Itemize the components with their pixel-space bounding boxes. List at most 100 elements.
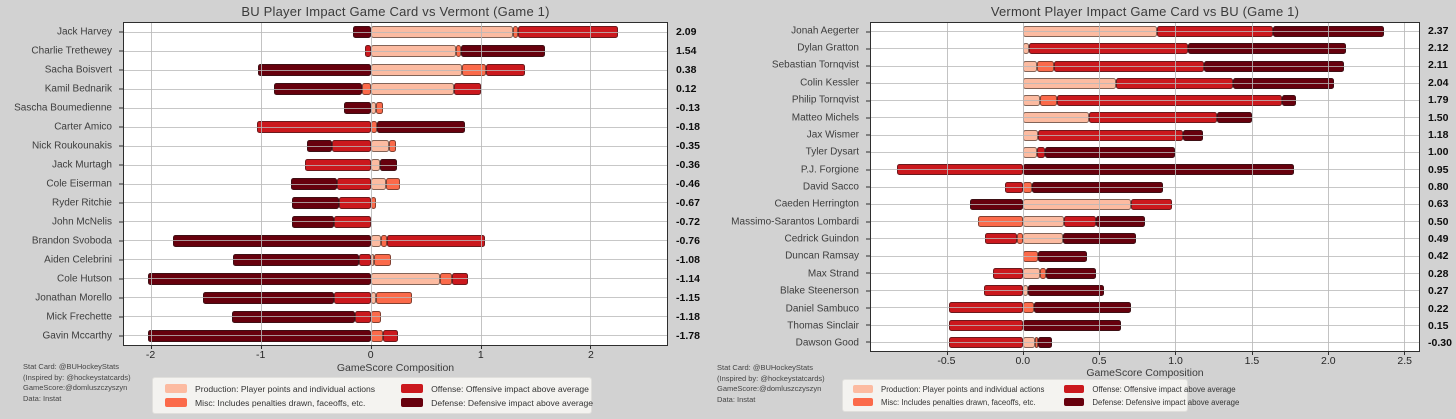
total-axis: 2.09 1.54 0.38 0.12 -0.13 -0.18 -0.35 -0.36 -0.4… (676, 22, 710, 346)
defense-swatch-icon (1064, 398, 1085, 406)
gridline-horizontal (871, 255, 1419, 257)
player-label: Carter Amico (54, 121, 112, 133)
y-tick-mark (866, 151, 870, 153)
gridline-horizontal (871, 100, 1419, 102)
player-label: Philip Tornqvist (791, 94, 859, 106)
total-value-label: -0.18 (676, 120, 700, 133)
legend-label-production: Production: Player points and individual… (195, 383, 376, 394)
gridline-horizontal (871, 169, 1419, 171)
gridline-horizontal (871, 48, 1419, 50)
total-value-label: 1.79 (1428, 94, 1449, 107)
gridline-horizontal (871, 82, 1419, 84)
total-value-label: 2.09 (676, 25, 697, 38)
gridline-horizontal (871, 324, 1419, 326)
legend-item-defense: Defense: Defensive impact above average (401, 398, 593, 408)
player-label: Jonah Aegerter (791, 25, 859, 37)
player-label: Jonathan Morello (35, 292, 112, 304)
x-tick-mark (1251, 351, 1253, 355)
player-label: Blake Steenerson (780, 285, 859, 297)
gridline-horizontal (871, 307, 1419, 309)
total-value-label: 1.50 (1428, 111, 1449, 124)
player-label: Cole Hutson (56, 273, 112, 285)
x-tick-mark (947, 351, 949, 355)
gridline-horizontal (124, 183, 667, 185)
x-tick-label: 1.5 (1244, 355, 1260, 367)
y-tick-mark (866, 290, 870, 292)
vermont-impact-chart: Vermont Player Impact Game Card vs BU (G… (710, 0, 1456, 419)
legend-item-offense: Offense: Offensive impact above average (1064, 385, 1239, 394)
x-tick-label: 2 (588, 349, 594, 361)
x-tick-label: -0.5 (937, 355, 956, 367)
player-label: Jack Harvey (56, 26, 112, 38)
y-tick-mark (866, 117, 870, 119)
gridline-horizontal (871, 31, 1419, 33)
total-value-label: 2.11 (1428, 59, 1448, 72)
total-value-label: -0.76 (676, 235, 700, 248)
player-label: Caeden Herrington (774, 198, 860, 210)
total-value-label: -1.15 (676, 292, 700, 305)
gridline-horizontal (871, 238, 1419, 240)
total-value-label: -1.78 (676, 330, 700, 343)
x-tick-label: 0 (367, 349, 374, 361)
credit-line: Stat Card: @BUHockeyStats (717, 363, 813, 372)
legend-label-defense: Defense: Defensive impact above average (1092, 397, 1240, 407)
x-tick-label: 2.5 (1397, 355, 1413, 367)
x-tick-label: 0.0 (1015, 355, 1031, 367)
player-label: Cedrick Guindon (784, 233, 859, 245)
gridline-horizontal (124, 316, 667, 318)
y-tick-mark (119, 335, 123, 337)
y-tick-mark (866, 341, 870, 343)
plot-area (866, 22, 1420, 355)
misc-swatch-icon (165, 398, 187, 407)
player-label: Dawson Good (795, 337, 859, 349)
player-label: Mick Frechette (46, 311, 112, 323)
total-value-label: 2.04 (1428, 76, 1449, 89)
total-value-label: 0.50 (1428, 215, 1449, 228)
x-axis-title: GameScore Composition (336, 362, 455, 374)
gridline-horizontal (124, 278, 667, 280)
player-label: Massimo-Sarantos Lombardi (731, 216, 859, 228)
total-value-label: -0.67 (676, 197, 700, 210)
legend-label-offense: Offense: Offensive impact above average (431, 383, 589, 394)
x-tick-mark (1327, 351, 1329, 355)
player-label: Jack Murtagh (51, 159, 112, 171)
credit-line: GameScore:@domluszczyszyn (717, 384, 822, 393)
gridline-horizontal (124, 259, 667, 261)
legend-item-production: Production: Player points and individual… (853, 385, 1044, 394)
x-tick-label: 0.5 (1091, 355, 1107, 367)
legend: Production: Player points and individual… (152, 377, 593, 414)
x-axis-labels: -2 -1 0 1 2 (123, 349, 668, 363)
legend-label-offense: Offense: Offensive impact above average (1092, 384, 1236, 394)
y-tick-mark (119, 183, 123, 185)
y-tick-mark (866, 238, 870, 240)
total-value-label: 0.28 (1428, 267, 1449, 280)
gridline-horizontal (871, 272, 1419, 274)
y-tick-mark (866, 100, 870, 102)
y-tick-mark (866, 203, 870, 205)
gridline-horizontal (124, 126, 667, 128)
gridline-horizontal (124, 88, 667, 90)
gridline-horizontal (124, 50, 667, 52)
legend-label-defense: Defense: Defensive impact above average (431, 397, 594, 408)
gridline-horizontal (124, 69, 667, 71)
gridline-horizontal (871, 203, 1419, 205)
gridline-horizontal (124, 221, 667, 223)
gridline-horizontal (871, 341, 1419, 343)
total-value-label: 0.22 (1428, 302, 1449, 315)
y-tick-mark (119, 202, 123, 204)
player-label: Gavin Mccarthy (42, 330, 112, 342)
player-label: Dylan Gratton (797, 42, 859, 54)
player-label: Jax Wismer (806, 129, 859, 141)
legend-item-misc: Misc: Includes penalties drawn, faceoffs… (853, 398, 1044, 407)
credit-line: Data: Instat (717, 394, 756, 404)
offense-swatch-icon (401, 384, 424, 393)
y-tick-mark (866, 169, 870, 171)
x-tick-mark (1099, 351, 1101, 355)
gridline-horizontal (871, 65, 1419, 67)
y-tick-mark (866, 31, 870, 33)
total-value-label: 2.12 (1428, 42, 1449, 55)
player-label: Duncan Ramsay (785, 250, 859, 262)
y-tick-mark (119, 221, 123, 223)
legend: Production: Player points and individual… (842, 379, 1239, 412)
